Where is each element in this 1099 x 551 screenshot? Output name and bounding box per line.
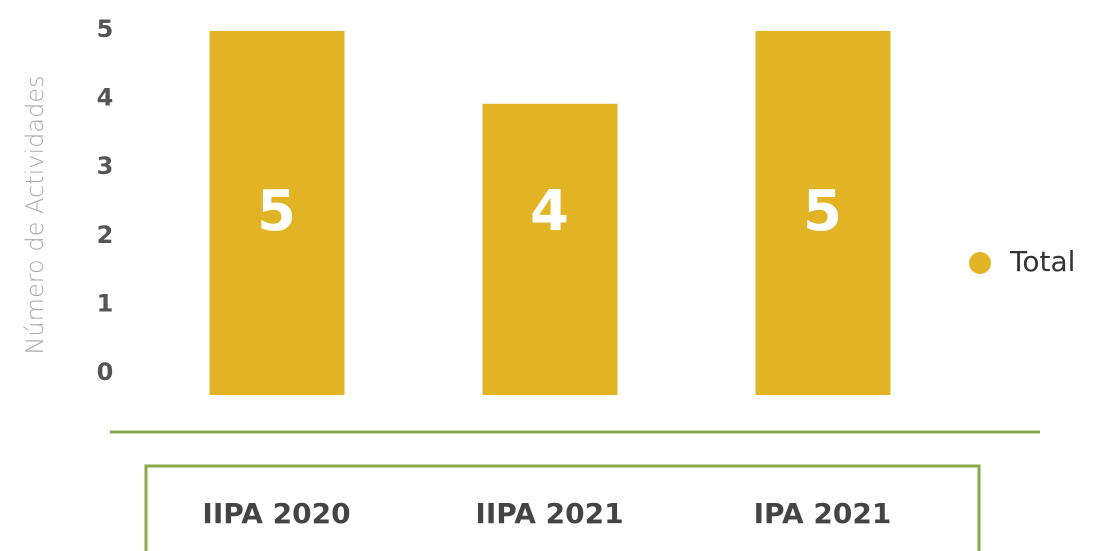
y-axis-label: Número de Actividades	[21, 75, 49, 354]
legend-label: Total	[1009, 245, 1075, 278]
y-tick-label: 4	[97, 84, 114, 112]
value-label: 5	[257, 179, 296, 244]
x-tick-label: IPA 2021	[754, 497, 892, 530]
bar	[482, 103, 618, 396]
category-box	[144, 464, 981, 551]
legend-marker	[969, 252, 991, 274]
y-tick-label: 1	[97, 289, 114, 317]
y-tick-label: 0	[97, 358, 114, 386]
value-label: 5	[803, 179, 842, 244]
y-tick-label: 2	[97, 221, 114, 249]
y-tick-label: 3	[97, 152, 114, 180]
bar	[755, 31, 891, 395]
value-label: 4	[530, 179, 569, 244]
x-tick-label: IIPA 2021	[475, 497, 623, 530]
x-tick-label: IIPA 2020	[202, 497, 350, 530]
bar	[209, 31, 345, 395]
y-tick-label: 5	[97, 15, 114, 43]
